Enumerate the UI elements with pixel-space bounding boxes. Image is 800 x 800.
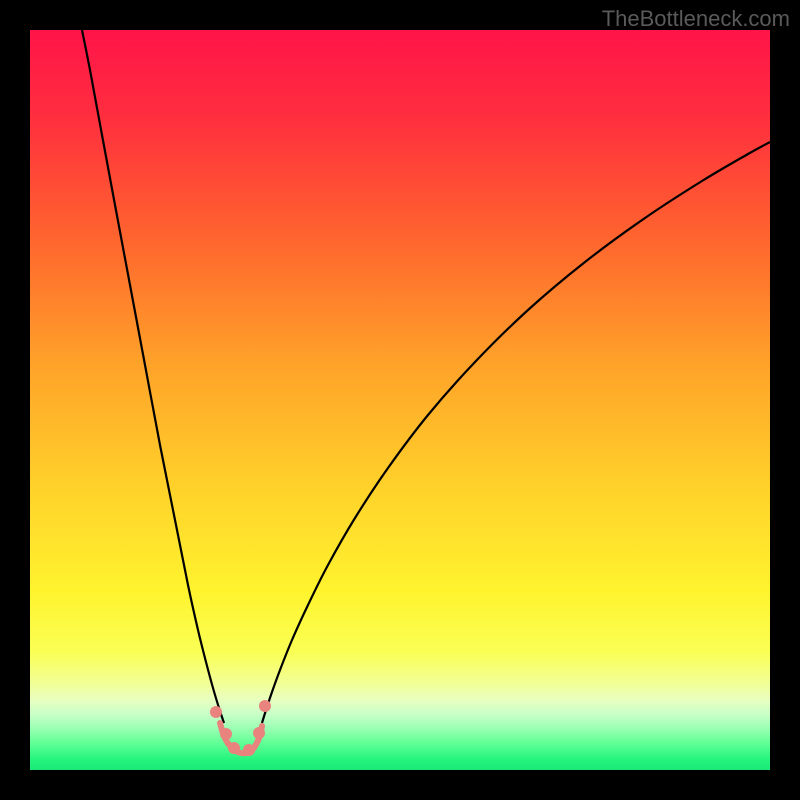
marker-dot (220, 728, 232, 740)
curve-right-branch (262, 142, 770, 723)
marker-dot (210, 706, 222, 718)
curves (30, 30, 770, 770)
watermark-text: TheBottleneck.com (602, 6, 790, 32)
marker-dot (259, 700, 271, 712)
marker-dot (228, 742, 240, 754)
plot-area (30, 30, 770, 770)
marker-dot (243, 744, 255, 756)
marker-dot (253, 727, 265, 739)
curve-left-branch (82, 30, 224, 723)
